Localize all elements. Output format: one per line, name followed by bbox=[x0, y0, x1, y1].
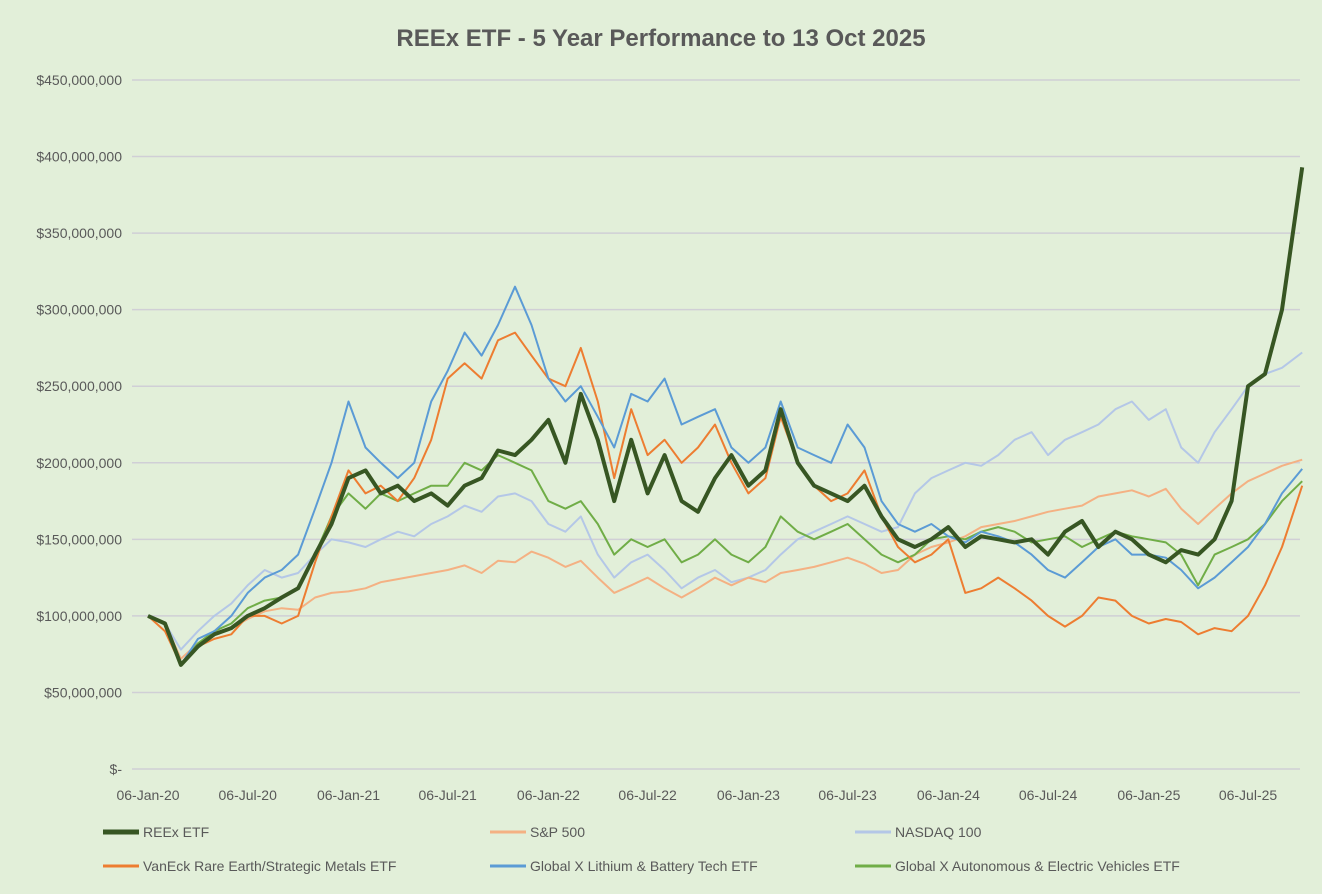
y-tick-label: $450,000,000 bbox=[36, 72, 122, 88]
series-line-0 bbox=[147, 167, 1305, 667]
x-tick-label: 06-Jan-21 bbox=[317, 787, 380, 803]
legend-label: NASDAQ 100 bbox=[895, 824, 982, 840]
legend-label: Global X Lithium & Battery Tech ETF bbox=[530, 858, 758, 874]
y-tick-label: $350,000,000 bbox=[36, 225, 122, 241]
x-tick-label: 06-Jan-20 bbox=[116, 787, 179, 803]
legend: REEx ETF S&P 500 NASDAQ 100 VanEck Rare Ear… bbox=[103, 824, 1180, 874]
y-axis: $- $50,000,000 $100,000,000 $150,000,000 $20… bbox=[36, 72, 122, 777]
x-tick-label: 06-Jan-25 bbox=[1117, 787, 1180, 803]
x-tick-label: 06-Jul-21 bbox=[418, 787, 477, 803]
y-tick-label: $100,000,000 bbox=[36, 608, 122, 624]
x-tick-label: 06-Jul-22 bbox=[618, 787, 677, 803]
y-tick-label: $- bbox=[110, 761, 123, 777]
chart-title: REEx ETF - 5 Year Performance to 13 Oct … bbox=[396, 25, 925, 52]
gridlines bbox=[132, 79, 1300, 770]
x-tick-label: 06-Jan-22 bbox=[517, 787, 580, 803]
x-axis: 06-Jan-20 06-Jul-20 06-Jan-21 06-Jul-21 06-J… bbox=[116, 787, 1277, 803]
x-tick-label: 06-Jul-25 bbox=[1219, 787, 1278, 803]
series-line-1 bbox=[147, 458, 1303, 660]
series-line-4 bbox=[147, 285, 1303, 666]
y-tick-label: $200,000,000 bbox=[36, 455, 122, 471]
series-line-3 bbox=[147, 331, 1304, 666]
y-tick-label: $300,000,000 bbox=[36, 302, 122, 318]
series-line-2 bbox=[147, 351, 1303, 651]
x-tick-label: 06-Jul-23 bbox=[818, 787, 877, 803]
x-tick-label: 06-Jul-24 bbox=[1019, 787, 1078, 803]
x-tick-label: 06-Jan-24 bbox=[917, 787, 980, 803]
legend-label: REEx ETF bbox=[143, 824, 209, 840]
y-tick-label: $250,000,000 bbox=[36, 378, 122, 394]
y-tick-label: $400,000,000 bbox=[36, 149, 122, 165]
legend-label: S&P 500 bbox=[530, 824, 585, 840]
series-lines bbox=[147, 167, 1305, 667]
x-tick-label: 06-Jan-23 bbox=[717, 787, 780, 803]
legend-label: Global X Autonomous & Electric Vehicles … bbox=[895, 858, 1180, 874]
x-tick-label: 06-Jul-20 bbox=[219, 787, 278, 803]
legend-label: VanEck Rare Earth/Strategic Metals ETF bbox=[143, 858, 396, 874]
y-tick-label: $150,000,000 bbox=[36, 531, 122, 547]
y-tick-label: $50,000,000 bbox=[44, 684, 122, 700]
